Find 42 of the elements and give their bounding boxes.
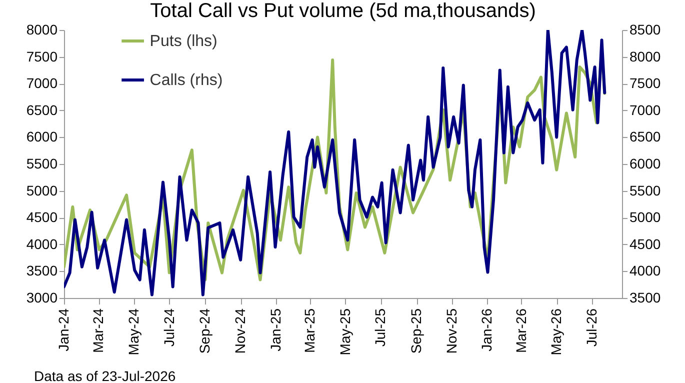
x-tick-label: Nov-24 [232,308,248,354]
y-tick-label: 3500 [26,262,58,279]
x-tick-label: May-24 [126,308,142,356]
x-tick-label: Sep-25 [408,308,424,354]
y2-tick-label: 5500 [630,182,661,198]
y-tick-label: 6500 [26,102,58,118]
text: Data as of 23-Jul-2026 [34,368,176,383]
x-tick-label: Jul-25 [372,308,388,347]
x-tick-label: Mar-24 [90,308,106,353]
legend-label: Calls (rhs) [150,72,223,89]
x-tick-label: Jan-24 [56,308,72,352]
y-tick-label: 7000 [26,75,58,92]
x-tick-label: Mar-25 [302,308,318,353]
y2-tick-label: 3500 [630,290,661,306]
y2-tick-label: 6000 [630,156,661,172]
y2-tick-label: 4000 [630,262,661,279]
x-tick-label: May-26 [548,308,564,356]
y-tick-label: 6000 [26,128,58,145]
y2-tick-label: 8500 [630,22,661,38]
x-tick-label: Sep-24 [196,308,213,354]
y2-tick-label: 8000 [630,48,661,64]
x-tick-label: Mar-26 [512,308,529,353]
y2-tick-label: 6500 [630,128,661,145]
y-tick-label: 5000 [26,182,58,198]
y2-tick-label: 5000 [630,209,661,226]
y-tick-label: 4500 [26,209,58,226]
legend-label: Puts (lhs) [150,33,218,50]
x-tick-label: Jan-26 [478,308,495,352]
x-tick-label: May-25 [336,308,353,356]
x-tick-label: Jan-25 [267,308,284,352]
y2-tick-label: 4500 [630,236,661,252]
x-tick-label: Nov-25 [443,308,460,354]
y-tick-label: 4000 [26,236,58,252]
y2-tick-label: 7500 [630,75,661,92]
y-tick-label: 5500 [26,156,58,172]
x-tick-label: Jul-24 [160,308,177,347]
y-tick-label: 7500 [26,48,58,64]
chart-title: Total Call vs Put volume (5d ma,thousands) [150,0,536,22]
y-tick-label: 8000 [26,22,58,38]
y-tick-label: 3000 [26,290,58,306]
x-tick-label: Jul-26 [583,308,600,347]
y2-tick-label: 7000 [630,102,661,118]
